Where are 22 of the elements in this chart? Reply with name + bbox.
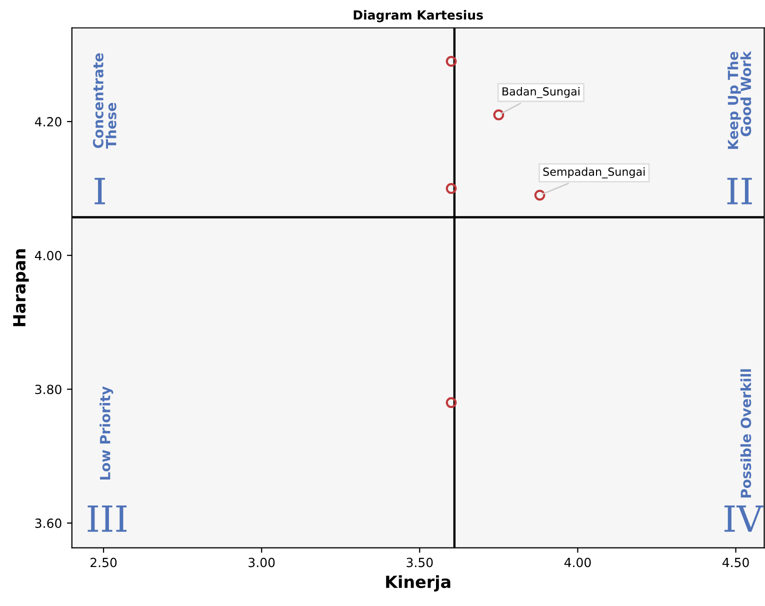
y-tick-label: 3.80 xyxy=(35,384,62,394)
annotation: Sempadan_Sungai xyxy=(543,167,645,178)
y-tick-label: 3.60 xyxy=(35,518,62,528)
annotation: Badan_Sungai xyxy=(502,86,580,98)
annotation: Keep Up The Good Work xyxy=(727,50,752,149)
annotation: I xyxy=(94,178,105,204)
annotation: Possible Overkill xyxy=(740,369,752,498)
x-tick-label: 4.00 xyxy=(564,558,591,568)
chart-title: Diagram Kartesius xyxy=(354,10,483,22)
annotation: IV xyxy=(724,505,764,532)
annotation: Low Priority xyxy=(100,386,114,480)
annotation: Concentrate These xyxy=(92,53,116,149)
x-tick-label: 3.50 xyxy=(406,558,433,568)
x-tick-label: 3.00 xyxy=(248,558,275,568)
y-tick-label: 4.00 xyxy=(34,250,62,260)
y-tick-label: 4.20 xyxy=(34,117,62,126)
x-tick-label: 4.50 xyxy=(722,558,749,568)
y-axis-title: Harapan xyxy=(13,249,29,326)
x-tick-label: 2.50 xyxy=(90,558,117,568)
x-axis-title: Kinerja xyxy=(386,575,450,592)
annotation: III xyxy=(88,505,127,532)
annotation: II xyxy=(727,178,752,204)
